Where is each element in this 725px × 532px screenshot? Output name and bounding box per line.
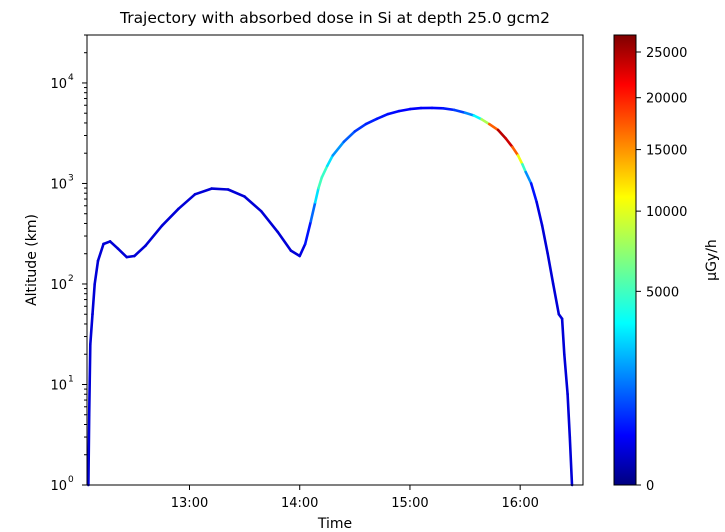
trajectory-segment <box>397 107 412 113</box>
trajectory-segment <box>87 413 91 487</box>
trajectory-segment <box>529 182 539 204</box>
colorbar-tick-label: 20000 <box>646 92 687 107</box>
trajectory-segment <box>496 128 508 140</box>
colorbar-tick-label: 10000 <box>646 205 687 220</box>
x-tick-label: 16:00 <box>501 496 538 511</box>
trajectory-segment <box>408 106 423 111</box>
x-tick-label: 13:00 <box>171 496 208 511</box>
trajectory-segment <box>133 244 147 258</box>
trajectory-segment <box>160 207 180 227</box>
trajectory-segment <box>276 230 293 252</box>
trajectory-segment <box>243 195 263 213</box>
trajectory-segment <box>463 111 476 117</box>
trajectory-segment <box>521 163 528 174</box>
y-axis-label: Altitude (km) <box>24 214 40 306</box>
x-tick-label: 14:00 <box>281 496 318 511</box>
trajectory-segment <box>511 145 520 157</box>
trajectory-segment <box>535 201 544 227</box>
trajectory-segment <box>144 224 164 248</box>
trajectory-segment <box>386 109 401 116</box>
trajectory-segment <box>89 312 94 346</box>
plot-frame <box>86 34 584 486</box>
trajectory-segment <box>546 252 555 286</box>
trajectory-segment <box>568 435 574 487</box>
chart-title: Trajectory with absorbed dose in Si at d… <box>119 9 550 27</box>
trajectory-segment <box>452 108 467 115</box>
y-tick-exponent: 0 <box>68 475 74 485</box>
trajectory-segment <box>480 118 491 126</box>
trajectory-segment <box>364 117 379 126</box>
trajectory-segment <box>342 130 357 144</box>
trajectory-segment <box>560 317 566 356</box>
colorbar-tick-label: 15000 <box>646 144 687 159</box>
trajectory-segment <box>289 249 302 258</box>
colorbar-tick-label: 25000 <box>646 46 687 61</box>
trajectory-segment <box>313 186 320 204</box>
x-axis-ticks: 13:00 14:00 15:00 16:00 <box>171 485 539 511</box>
trajectory-segment <box>441 107 456 112</box>
trajectory-line <box>87 106 574 487</box>
colorbar-tick-label: 0 <box>646 479 654 494</box>
y-tick-label: 10 <box>50 278 67 293</box>
colorbar <box>613 34 637 486</box>
colorbar-label: μGy/h <box>704 239 720 281</box>
trajectory-segment <box>93 259 100 286</box>
trajectory-segment <box>325 154 335 168</box>
trajectory-segment <box>504 137 514 149</box>
trajectory-segment <box>516 154 524 166</box>
trajectory-segment <box>177 193 197 211</box>
trajectory-segment <box>210 187 230 191</box>
y-tick-exponent: 4 <box>68 73 74 83</box>
trajectory-segment <box>193 187 213 196</box>
y-tick-exponent: 1 <box>68 374 74 384</box>
trajectory-segment <box>551 282 561 316</box>
y-tick-exponent: 2 <box>68 274 74 284</box>
trajectory-segment <box>487 122 500 132</box>
y-tick-label: 10 <box>50 378 67 393</box>
trajectory-segment <box>298 242 307 258</box>
trajectory-segment <box>226 188 246 198</box>
trajectory-segment <box>309 201 317 223</box>
y-tick-label: 10 <box>50 77 67 92</box>
y-tick-exponent: 3 <box>68 173 74 183</box>
trajectory-segment <box>259 209 280 234</box>
y-tick-label: 10 <box>50 479 67 494</box>
trajectory-segment <box>108 240 120 250</box>
trajectory-segment <box>331 140 346 157</box>
colorbar-tick-label: 5000 <box>646 285 679 300</box>
x-axis-label: Time <box>317 516 352 532</box>
x-tick-label: 15:00 <box>391 496 428 511</box>
trajectory-segment <box>96 242 105 263</box>
trajectory-segment <box>562 352 569 396</box>
trajectory-segment <box>375 112 390 121</box>
trajectory-segment <box>303 220 313 246</box>
y-tick-label: 10 <box>50 177 67 192</box>
trajectory-segment <box>566 392 572 439</box>
trajectory-segment <box>472 114 483 121</box>
trajectory-segment <box>317 176 324 190</box>
trajectory-segment <box>116 247 128 259</box>
trajectory-segment <box>87 343 92 417</box>
trajectory-segment <box>353 122 368 133</box>
plot-area <box>87 35 583 485</box>
trajectory-segment <box>320 164 329 179</box>
trajectory-segment <box>524 170 533 185</box>
trajectory-segment <box>91 282 96 316</box>
trajectory-segment <box>540 224 550 255</box>
colorbar-ticks: 0 5000 10000 15000 20000 25000 <box>636 46 687 494</box>
